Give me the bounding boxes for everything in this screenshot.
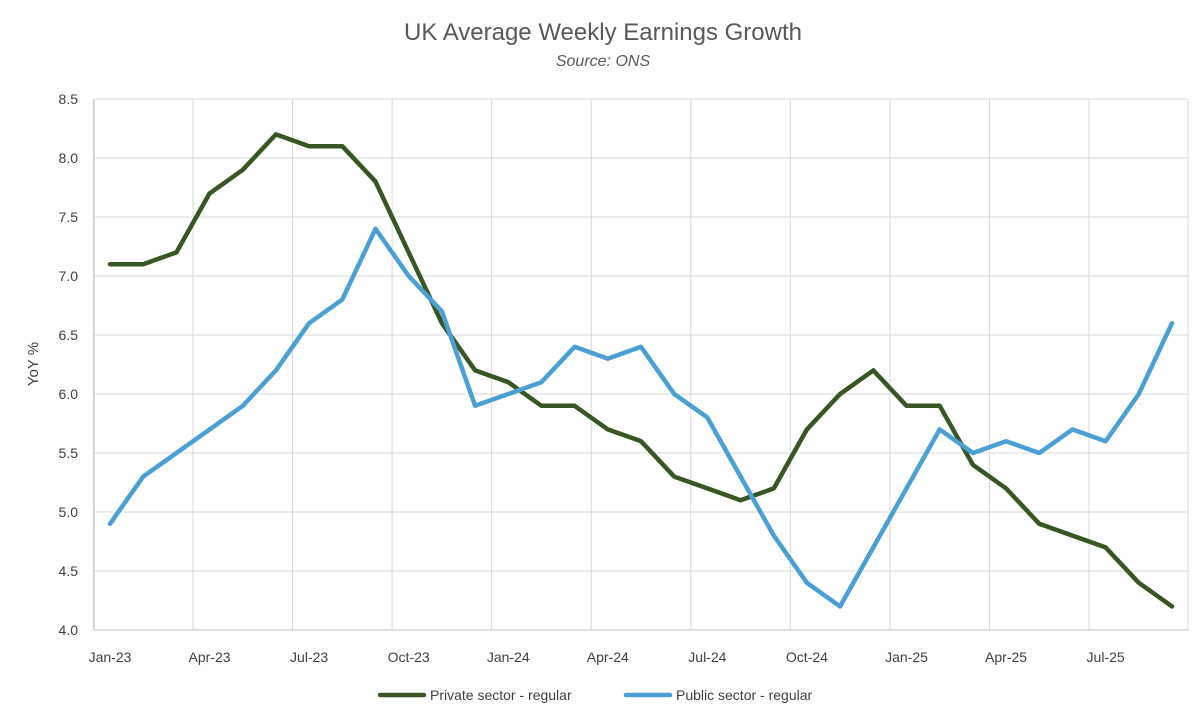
y-tick-label: 8.5 [59,91,79,107]
x-tick-label: Oct-24 [786,649,828,665]
y-axis-label: YoY % [25,342,42,386]
x-tick-label: Jan-24 [487,649,530,665]
y-tick-label: 5.0 [59,504,79,520]
legend-label: Public sector - regular [676,687,813,703]
y-tick-label: 4.0 [59,622,79,638]
x-tick-label: Jan-23 [89,649,132,665]
y-tick-label: 8.0 [59,150,79,166]
x-tick-label: Jul-23 [290,649,328,665]
series-lines [107,132,1175,609]
legend-label: Private sector - regular [430,687,572,703]
y-tick-label: 6.0 [59,386,79,402]
chart-subtitle: Source: ONS [556,53,651,70]
y-tick-label: 7.0 [59,268,79,284]
x-tick-label: Apr-24 [587,649,629,665]
y-tick-label: 4.5 [59,563,79,579]
x-tick-label: Oct-23 [388,649,430,665]
legend: Private sector - regular Public sector - … [377,687,813,703]
series-line-private [107,132,1175,609]
x-tick-label: Apr-23 [189,649,231,665]
x-tick-label: Jul-25 [1087,649,1125,665]
y-tick-label: 6.5 [59,327,79,343]
x-tick-label: Jul-24 [688,649,726,665]
y-axis-ticks: 4.0 4.5 5.0 5.5 6.0 6.5 7.0 7.5 8.0 8.5 [59,91,79,638]
x-axis-ticks: Jan-23 Apr-23 Jul-23 Oct-23 Jan-24 Apr-24 Jul-… [89,649,1125,665]
y-tick-label: 7.5 [59,209,79,225]
legend-item-private: Private sector - regular [377,687,572,703]
y-tick-label: 5.5 [59,445,79,461]
x-tick-label: Jan-25 [885,649,928,665]
gridlines [92,98,1189,631]
chart-title: UK Average Weekly Earnings Growth [404,19,802,46]
x-tick-label: Apr-25 [985,649,1027,665]
series-line-public [107,226,1175,609]
legend-item-public: Public sector - regular [623,687,813,703]
